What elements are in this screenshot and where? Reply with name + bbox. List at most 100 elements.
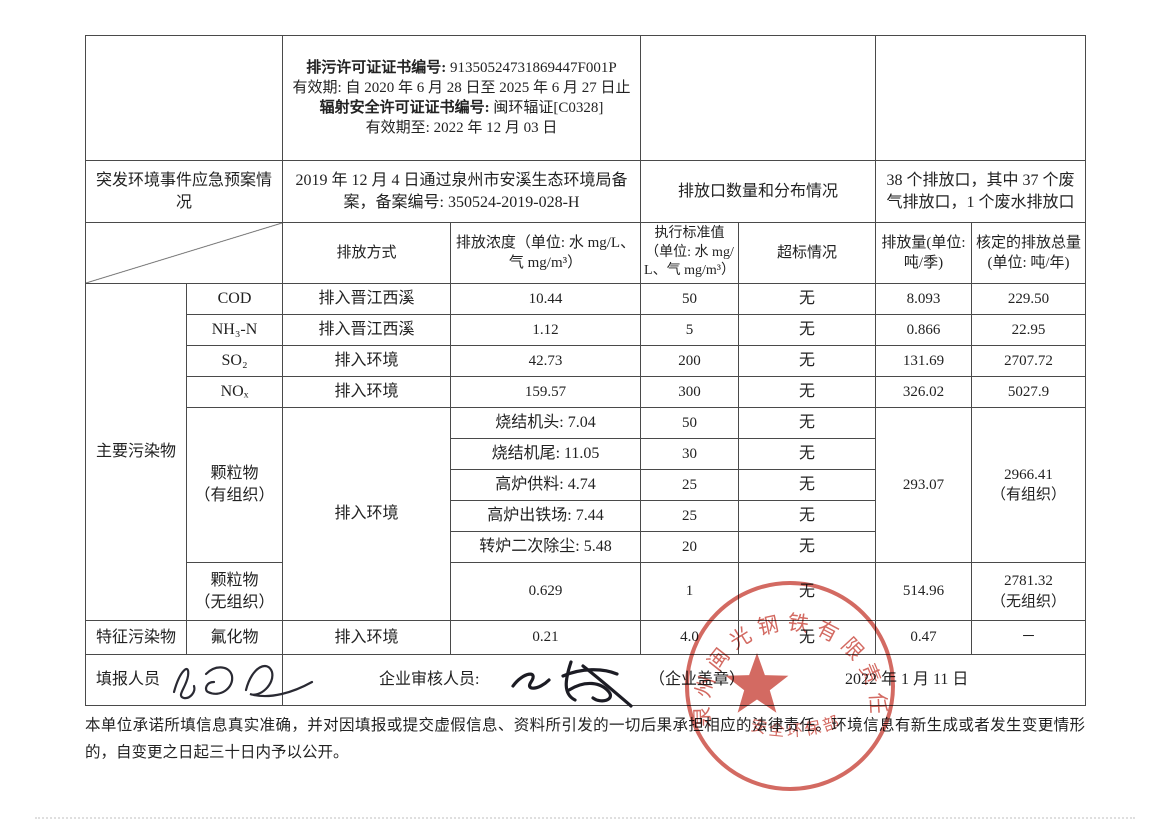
amount-value: 326.02	[875, 376, 973, 408]
amount-value: 0.47	[875, 620, 973, 655]
preparer-cell: 填报人员	[85, 654, 283, 706]
concentration-value: 高炉供料: 4.74	[449, 469, 642, 501]
concentration-value: 159.57	[449, 376, 642, 408]
empty-cell	[875, 35, 1087, 161]
concentration-value: 10.44	[449, 283, 642, 315]
table-row-pm-unorganized: 颗粒物 （无组织） 0.629 1 无 514.96 2781.32 （无组织）	[86, 562, 1087, 621]
total-value: 22.95	[971, 314, 1087, 346]
method-value: 排入晋江西溪	[282, 314, 451, 346]
empty-cell	[85, 35, 283, 161]
header-total: 核定的排放总量(单位: 吨/年)	[971, 222, 1087, 284]
standard-value: 200	[640, 345, 740, 377]
method-value: 排入环境	[282, 345, 451, 377]
concentration-value: 烧结机尾: 11.05	[449, 438, 642, 470]
amount-value: 8.093	[875, 283, 973, 315]
method-value-pm: 排入环境	[282, 407, 451, 621]
permit-number-label: 排污许可证证书编号:	[306, 59, 447, 76]
standard-value: 50	[640, 407, 740, 439]
concentration-value: 1.12	[449, 314, 642, 346]
signoff-row: 填报人员 企业审核人员: （企业盖章） 2022 年 1 月 11 日	[85, 654, 1087, 706]
exceed-value: 无	[738, 345, 877, 377]
pollutant-name: NOₓ	[186, 376, 283, 408]
category-feature: 特征污染物	[85, 620, 187, 655]
total-value: 5027.9	[971, 376, 1087, 408]
header-concentration: 排放浓度（单位: 水 mg/L、气 mg/m³）	[449, 222, 642, 284]
method-value: 排入环境	[282, 620, 451, 655]
total-value: －	[971, 620, 1087, 655]
exceed-value: 无	[738, 500, 877, 532]
exceed-value: 无	[738, 314, 877, 346]
emergency-row: 突发环境事件应急预案情况 2019 年 12 月 4 日通过泉州市安溪生态环境局…	[85, 160, 1087, 223]
total-value: 2781.32 （无组织）	[971, 562, 1087, 621]
diagonal-line	[86, 223, 282, 283]
concentration-value: 烧结机头: 7.04	[449, 407, 642, 439]
total-value: 229.50	[971, 283, 1087, 315]
exceed-value: 无	[738, 620, 877, 655]
preparer-label: 填报人员	[96, 671, 161, 689]
concentration-value: 高炉出铁场: 7.44	[449, 500, 642, 532]
table-row-nh3n: NH₃-N 排入晋江西溪 1.12 5 无 0.866 22.95	[86, 314, 1087, 346]
diagonal-header-cell	[85, 222, 283, 284]
declaration-text: 本单位承诺所填信息真实准确，并对因填报或提交虚假信息、资料所引发的一切后果承担相…	[85, 717, 1085, 762]
amount-value: 131.69	[875, 345, 973, 377]
exceed-value: 无	[738, 469, 877, 501]
amount-value: 514.96	[875, 562, 973, 621]
table-row-so2: SO₂ 排入环境 42.73 200 无 131.69 2707.72	[86, 345, 1087, 377]
concentration-value: 转炉二次除尘: 5.48	[449, 531, 642, 563]
table-row-nox: NOₓ 排入环境 159.57 300 无 326.02 5027.9	[86, 376, 1087, 408]
empty-cell	[640, 35, 877, 161]
pollutant-name: 氟化物	[186, 620, 283, 655]
report-date: 2022 年 1 月 11 日	[845, 671, 969, 689]
table-row-cod: 主要污染物 COD 排入晋江西溪 10.44 50 无 8.093 229.50	[85, 283, 1087, 621]
standard-value: 4.0	[640, 620, 740, 655]
header-row: 排放方式 排放浓度（单位: 水 mg/L、气 mg/m³） 执行标准值（单位: …	[85, 222, 1087, 284]
standard-value: 25	[640, 500, 740, 532]
pollutant-name-pm-unorganized: 颗粒物 （无组织）	[186, 562, 283, 621]
reviewer-label: 企业审核人员:	[379, 671, 480, 689]
main-table: 排污许可证证书编号: 91350524731869447F001P 有效期: 自…	[85, 35, 1087, 706]
amount-value-pm-organized: 293.07	[875, 407, 973, 563]
method-value: 排入晋江西溪	[282, 283, 451, 315]
header-standard: 执行标准值（单位: 水 mg/L、气 mg/m³）	[640, 222, 740, 284]
radiation-permit-label: 辐射安全许可证证书编号:	[319, 100, 490, 116]
review-seal-date-cell: 企业审核人员: （企业盖章） 2022 年 1 月 11 日	[281, 654, 1087, 706]
table-row-pm-sub-2: 高炉供料: 4.74 25 无	[86, 469, 1086, 501]
radiation-permit-value: 闽环辐证[C0328]	[489, 100, 604, 116]
standard-value: 30	[640, 438, 740, 470]
table-row-pm-sub-4: 转炉二次除尘: 5.48 20 无	[86, 531, 1086, 563]
exceed-value: 无	[738, 283, 877, 315]
exceed-value: 无	[738, 531, 877, 563]
standard-value: 25	[640, 469, 740, 501]
table-row-pm-sub-0: 颗粒物 （有组织） 排入环境 烧结机头: 7.04 50 无 293.07 29…	[86, 407, 1087, 621]
radiation-validity: 有效期至: 2022 年 12 月 03 日	[365, 120, 558, 137]
exceed-value: 无	[738, 376, 877, 408]
standard-value: 1	[640, 562, 740, 621]
emergency-plan-value: 2019 年 12 月 4 日通过泉州市安溪生态环境局备案，备案编号: 3505…	[281, 160, 642, 223]
header-method: 排放方式	[282, 222, 451, 284]
total-value-pm-organized: 2966.41 （有组织）	[971, 407, 1087, 563]
seal-note: （企业盖章）	[649, 671, 746, 689]
pollutant-name: NH₃-N	[186, 314, 283, 346]
table-row-pm-sub-3: 高炉出铁场: 7.44 25 无	[86, 500, 1086, 532]
amount-value: 0.866	[875, 314, 973, 346]
outlets-value: 38 个排放口，其中 37 个废气排放口，1 个废水排放口	[875, 160, 1087, 223]
outlets-label: 排放口数量和分布情况	[640, 160, 877, 223]
standard-value: 300	[640, 376, 740, 408]
pollutant-name: SO₂	[186, 345, 283, 377]
concentration-value: 0.629	[449, 562, 642, 621]
standard-value: 50	[640, 283, 740, 315]
table-row-fluoride: 特征污染物 氟化物 排入环境 0.21 4.0 无 0.47 －	[85, 620, 1087, 655]
header-exceed: 超标情况	[738, 222, 877, 284]
standard-value: 20	[640, 531, 740, 563]
total-value: 2707.72	[971, 345, 1087, 377]
exceed-value: 无	[738, 407, 877, 439]
header-amount: 排放量(单位: 吨/季)	[875, 222, 973, 284]
table-row-pm-sub-1: 烧结机尾: 11.05 30 无	[86, 438, 1086, 470]
concentration-value: 42.73	[449, 345, 642, 377]
standard-value: 5	[640, 314, 740, 346]
exceed-value: 无	[738, 438, 877, 470]
permit-row: 排污许可证证书编号: 91350524731869447F001P 有效期: 自…	[85, 35, 1087, 161]
permit-info-cell: 排污许可证证书编号: 91350524731869447F001P 有效期: 自…	[281, 35, 642, 161]
permit-number-value: 91350524731869447F001P	[446, 59, 617, 76]
scan-artifact-line	[35, 817, 1135, 819]
